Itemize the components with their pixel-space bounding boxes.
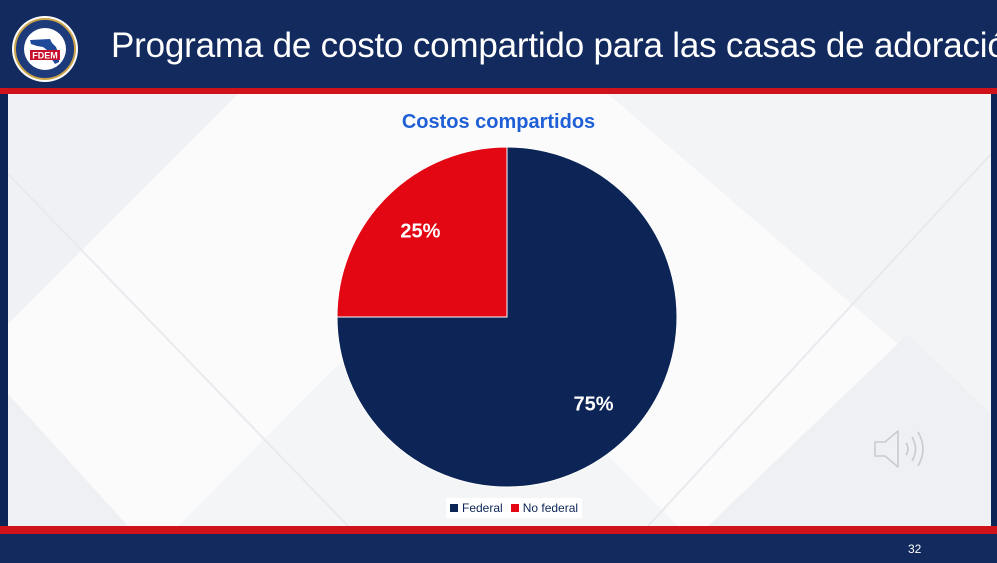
pie-label-no-federal: 25%: [400, 220, 440, 242]
legend-swatch-no-federal: [510, 504, 519, 512]
chart-title: Costos compartidos: [401, 111, 596, 133]
header-bar: [0, 0, 997, 88]
header-accent-stripe: [0, 88, 997, 94]
pie-label-federal: 75%: [574, 394, 614, 416]
pie-chart: 75% 25%: [336, 146, 678, 488]
left-frame: [0, 0, 8, 563]
chart-legend: Federal No federal: [446, 498, 583, 518]
footer-bar: [0, 534, 997, 563]
legend-item-federal: Federal: [450, 501, 503, 515]
page-number: 32: [908, 542, 922, 556]
pie-slice-federal: [336, 146, 678, 488]
right-frame: [991, 0, 997, 563]
legend-label-no-federal: No federal: [522, 501, 579, 515]
speaker-icon[interactable]: [871, 424, 933, 474]
footer-accent-stripe: [0, 526, 997, 534]
legend-item-no-federal: No federal: [510, 501, 579, 515]
logo-text: FDEM: [32, 51, 58, 61]
legend-label-federal: Federal: [462, 501, 503, 515]
legend-swatch-federal: [450, 504, 458, 512]
slide-title: Programa de costo compartido para las ca…: [111, 26, 997, 65]
pie-slice-no-federal: [336, 146, 508, 318]
fdem-seal-icon: FDEM: [12, 16, 78, 82]
